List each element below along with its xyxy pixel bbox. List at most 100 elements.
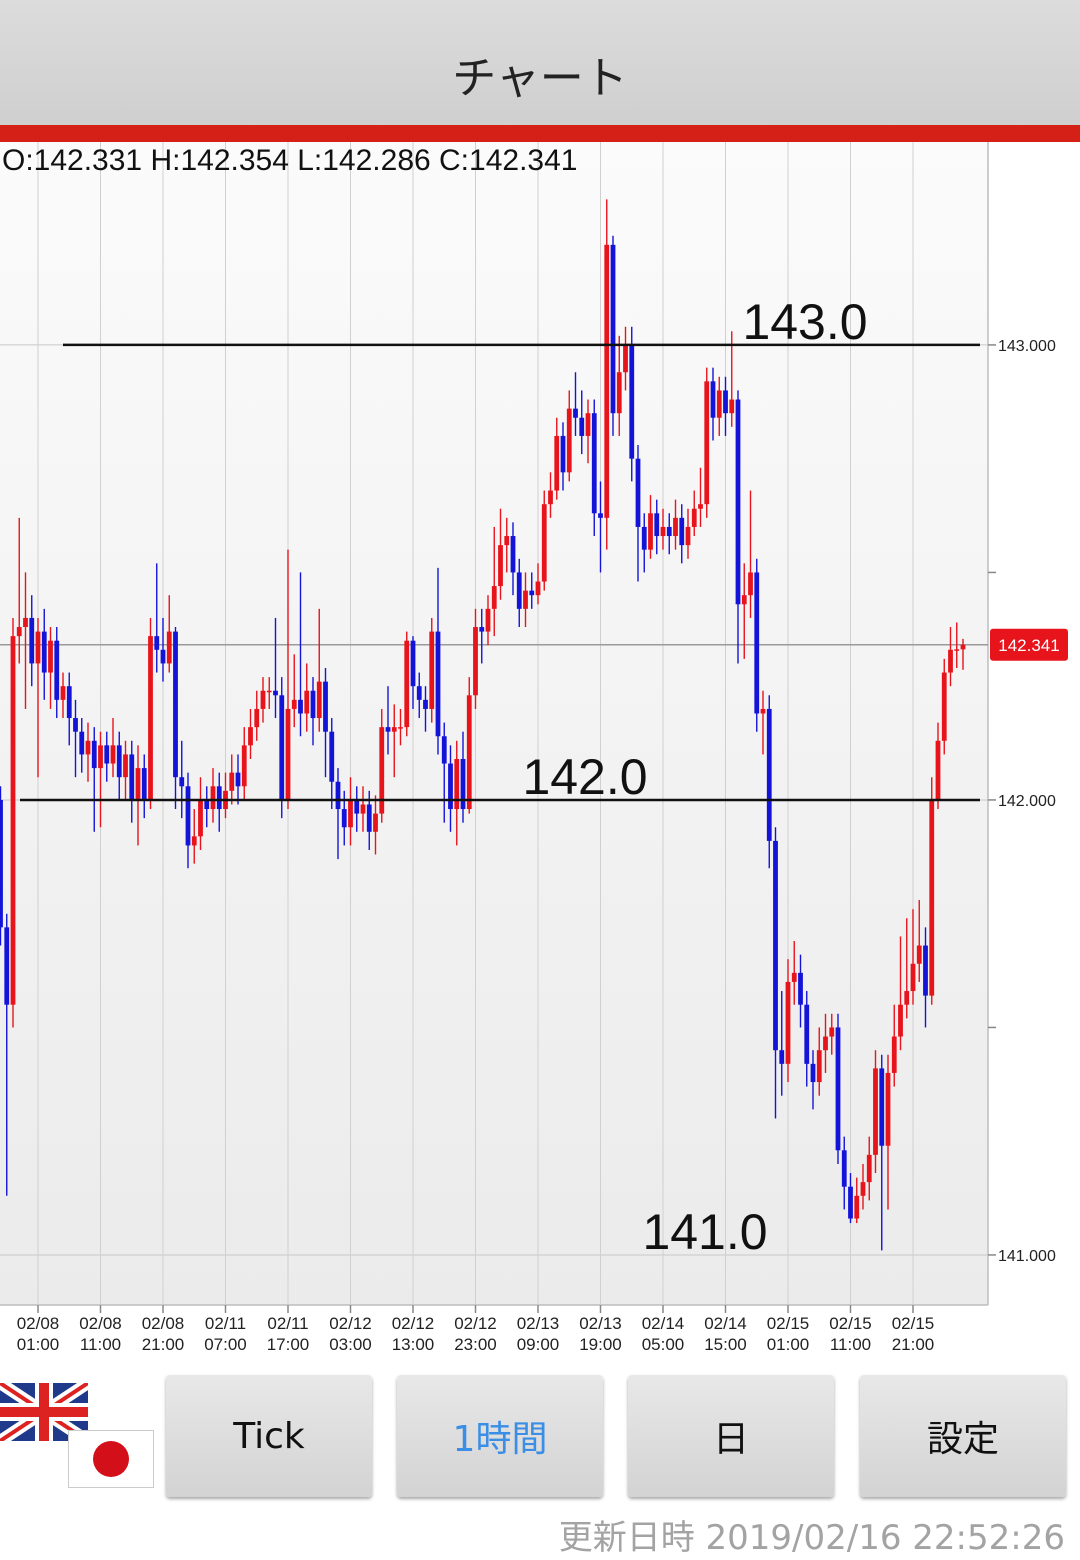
y-tick-label: 143.000 (998, 338, 1056, 355)
candle-body (48, 640, 53, 673)
drawn-line-label: 141.0 (642, 1204, 767, 1260)
candle-body (604, 244, 610, 518)
x-tick-label: 02/12 03:00 (329, 1314, 372, 1354)
y-tick-label: 141.000 (998, 1248, 1056, 1265)
candle-body (823, 1036, 828, 1051)
candle-body (504, 536, 510, 546)
price-tag-label: 142.341 (998, 636, 1059, 655)
candle-body (173, 631, 178, 778)
candle-body (473, 627, 478, 696)
candle-body (891, 1036, 897, 1073)
candle-body (485, 608, 491, 632)
period-button[interactable]: 1時間 (397, 1375, 603, 1497)
candle-body (435, 631, 441, 737)
x-tick-label: 02/14 15:00 (704, 1314, 747, 1354)
candle-body (735, 399, 741, 605)
candle-body (729, 399, 735, 414)
candle-body (348, 799, 353, 828)
x-tick-label: 02/08 01:00 (16, 1314, 60, 1354)
accent-bar (0, 125, 1080, 142)
candle-body (260, 690, 266, 709)
candle-body (704, 381, 710, 505)
candle-body (923, 945, 928, 996)
candle-body (791, 972, 797, 982)
header-title: チャート (452, 53, 628, 104)
candle-body (629, 344, 635, 459)
candle-body (785, 981, 791, 1064)
candle-body (366, 804, 372, 832)
candle-body (648, 513, 653, 550)
candle-body (23, 617, 28, 628)
candle-body (241, 745, 247, 787)
candle-body (691, 508, 697, 527)
candle-body (954, 649, 960, 651)
candle-body (829, 1027, 835, 1037)
candle-body (798, 972, 803, 1005)
candle-body (316, 681, 322, 719)
x-tick-label: 02/08 11:00 (79, 1314, 122, 1354)
candle-body (216, 786, 222, 810)
candle-body (391, 727, 397, 732)
update-time: 更新日時 2019/02/16 22:52:26 (558, 1518, 1065, 1558)
candle-body (60, 686, 66, 700)
candle-body (560, 435, 566, 473)
plot-area (0, 142, 988, 1305)
candle-body (479, 627, 485, 632)
candle-body (91, 740, 97, 769)
candle-body (198, 799, 203, 837)
candle-body (210, 786, 216, 810)
candle-body (441, 736, 447, 764)
candle-body (148, 636, 153, 800)
candle-body (398, 727, 403, 729)
period-button[interactable]: 日 (628, 1375, 834, 1497)
candle-body (73, 718, 78, 732)
candle-body (548, 490, 553, 505)
candle-body (841, 1150, 847, 1187)
x-tick-label: 02/13 19:00 (579, 1314, 622, 1354)
candle-body (379, 727, 385, 814)
candle-body (491, 586, 497, 609)
chart: 141.000 142.000 143.000 143.0 142.0 141.0 142.… (0, 142, 1068, 1313)
candle-body (898, 1004, 903, 1037)
candle-body (429, 631, 435, 709)
candle-body (104, 745, 110, 764)
candle-body (110, 745, 116, 764)
candle-body (779, 1050, 785, 1064)
candle-body (579, 417, 585, 436)
candle-body (866, 1154, 872, 1183)
candle-body (860, 1182, 866, 1196)
candle-body (854, 1195, 860, 1219)
candle-body (616, 372, 622, 414)
candle-body (748, 572, 753, 596)
flag-japan (68, 1430, 154, 1488)
candle-body (835, 1027, 841, 1151)
candle-body (0, 799, 3, 928)
candle-body (266, 690, 272, 693)
candle-body (679, 517, 685, 546)
candle-body (910, 963, 916, 992)
candle-body (404, 640, 410, 728)
candle-body (273, 690, 278, 696)
candle-body (254, 708, 260, 728)
candle-body (685, 526, 691, 546)
candle-body (179, 777, 185, 787)
candle-body (698, 504, 703, 509)
period-button[interactable]: Tick (166, 1375, 372, 1497)
candle-body (810, 1063, 816, 1083)
candle-body (329, 731, 335, 782)
candle-body (510, 536, 516, 573)
period-button[interactable]: 設定 (860, 1375, 1066, 1497)
candle-body (741, 595, 747, 605)
candle-body (185, 786, 191, 846)
candle-body (879, 1068, 885, 1146)
candle-body (98, 745, 103, 769)
candle-body (541, 504, 547, 582)
candle-body (660, 526, 666, 537)
drawn-line-label: 143.0 (742, 294, 867, 350)
candle-body (804, 1004, 810, 1064)
candle-body (29, 617, 35, 664)
candle-body (4, 927, 10, 1005)
y-tick-label: 142.000 (998, 793, 1056, 810)
candle-body (204, 799, 210, 810)
